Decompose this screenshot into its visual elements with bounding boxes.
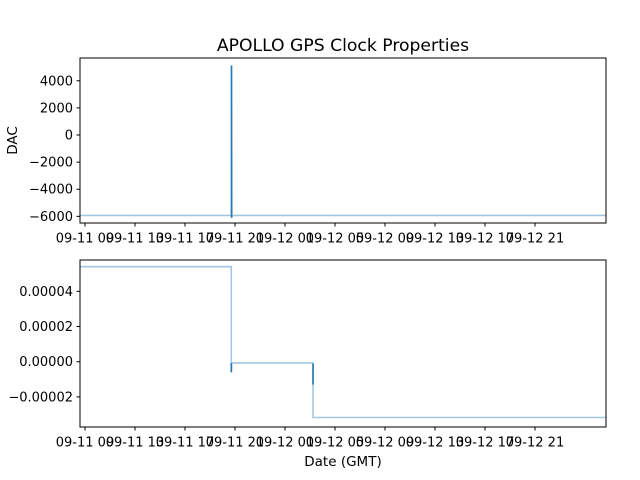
x-tick-label: 09-11 17 bbox=[156, 436, 214, 451]
x-tick-label: 09-12 01 bbox=[256, 232, 314, 247]
x-tick-label: 09-12 17 bbox=[456, 436, 514, 451]
y-tick-label: −2000 bbox=[29, 156, 73, 171]
data-line-clock-rate bbox=[80, 265, 606, 419]
x-tick-label: 09-12 21 bbox=[506, 436, 564, 451]
axes-frame bbox=[79, 57, 607, 224]
x-tick-label: 09-12 13 bbox=[406, 232, 464, 247]
x-tick-label: 09-12 05 bbox=[306, 232, 364, 247]
x-tick-label: 09-11 21 bbox=[206, 436, 264, 451]
y-tick-label: 0.00002 bbox=[19, 320, 73, 335]
y-tick-label: −4000 bbox=[29, 183, 73, 198]
y-tick-label: 0.00004 bbox=[19, 285, 73, 300]
y-tick-label: 0.00000 bbox=[19, 355, 73, 370]
x-tick-label: 09-12 05 bbox=[306, 436, 364, 451]
axes-frame bbox=[79, 259, 607, 428]
x-tick-label: 09-11 09 bbox=[56, 232, 114, 247]
y-tick-label: 4000 bbox=[40, 74, 73, 89]
x-tick-label: 09-12 09 bbox=[356, 232, 414, 247]
x-tick-label: 09-12 09 bbox=[356, 436, 414, 451]
chart-title: APOLLO GPS Clock Properties bbox=[217, 36, 469, 56]
x-tick-label: 09-11 21 bbox=[206, 232, 264, 247]
x-tick-label: 09-11 13 bbox=[106, 232, 164, 247]
top-y-axis-label: DAC bbox=[5, 126, 21, 155]
x-tick-label: 09-12 13 bbox=[406, 436, 464, 451]
y-tick-label: −0.00002 bbox=[8, 390, 73, 405]
x-tick-label: 09-11 09 bbox=[56, 436, 114, 451]
y-tick-label: 0 bbox=[65, 129, 73, 144]
x-tick-label: 09-12 17 bbox=[456, 232, 514, 247]
x-tick-label: 09-11 13 bbox=[106, 436, 164, 451]
y-tick-label: −6000 bbox=[29, 210, 73, 225]
x-tick-label: 09-12 01 bbox=[256, 436, 314, 451]
y-tick-label: 2000 bbox=[40, 101, 73, 116]
data-line-dac bbox=[80, 65, 606, 218]
x-axis-label: Date (GMT) bbox=[304, 454, 381, 470]
x-tick-label: 09-12 21 bbox=[506, 232, 564, 247]
x-tick-label: 09-11 17 bbox=[156, 232, 214, 247]
